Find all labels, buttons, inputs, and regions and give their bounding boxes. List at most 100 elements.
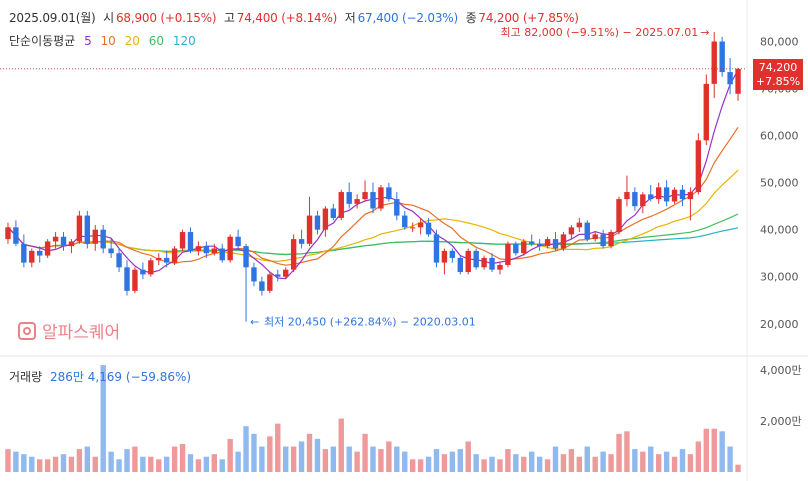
candle-body (171, 248, 178, 263)
volume-bar (497, 459, 503, 472)
candle-body (655, 187, 662, 200)
high-annotation: 최고 82,000 (−9.51%) − 2025.07.01 (501, 26, 699, 39)
price-tick-label: 50,000 (760, 177, 799, 190)
price-tick-label: 20,000 (760, 318, 799, 331)
volume-bar (449, 451, 456, 472)
candle-body (68, 241, 75, 247)
volume-bar (703, 428, 709, 472)
last-price-change: +7.85% (755, 75, 801, 88)
volume-bar (124, 449, 130, 472)
candle-body (608, 232, 614, 247)
volume-bar (148, 456, 154, 472)
candle-body (37, 250, 43, 256)
candle-body (465, 250, 471, 273)
volume-bar (568, 449, 575, 472)
volume-bar (171, 446, 178, 472)
candle-body (52, 236, 59, 242)
candle-body (219, 248, 225, 261)
volume-bar (354, 451, 360, 472)
candle-body (679, 189, 686, 200)
low-annotation: 최저 20,450 (+262.84%) − 2020.03.01 (264, 316, 476, 329)
candle-body (711, 41, 717, 84)
volume-bar (719, 431, 725, 472)
candle-body (211, 248, 217, 254)
candle-body (195, 246, 202, 251)
ma-legend[interactable]: 단순이동평균 5 10 20 60 120 (9, 32, 201, 49)
volume-bar (84, 446, 91, 472)
volume-bar (227, 438, 233, 472)
volume-bar (132, 446, 138, 472)
candle-body (306, 215, 313, 244)
volume-bar (203, 456, 210, 472)
volume-bar (600, 451, 606, 472)
volume-bar (29, 456, 35, 472)
candle-body (719, 41, 725, 73)
ohlc-header: 2025.09.01(월) 시 68,900 (+0.15%) 고 74,400 (… (9, 9, 583, 26)
candle-body (354, 199, 360, 204)
volume-bar (632, 449, 638, 472)
volume-bar (536, 456, 543, 472)
last-price: 74,200 (758, 61, 798, 74)
alphasquare-logo-icon (18, 321, 36, 340)
volume-bar (433, 449, 440, 472)
candle-body (203, 246, 210, 254)
low-arrow-icon: ← (250, 316, 259, 329)
volume-bar (544, 459, 551, 472)
volume-bar (68, 456, 75, 472)
candle-body (441, 250, 448, 263)
candle-body (235, 236, 241, 247)
volume-bar (235, 451, 241, 472)
candle-body (687, 192, 694, 200)
candle-body (330, 208, 337, 218)
candle-body (163, 257, 170, 263)
candle-body (60, 236, 67, 247)
candle-body (156, 257, 162, 261)
volume-bar (116, 459, 122, 472)
volume-bar (370, 446, 376, 472)
volume-bar (5, 449, 11, 472)
volume-bar (640, 451, 646, 472)
volume-bar (425, 456, 432, 472)
candle-body (227, 236, 233, 261)
volume-bar (243, 426, 249, 472)
volume-value: 286만 4,169 (−59.86%) (49, 370, 192, 384)
candle-body (116, 253, 122, 268)
candle-body (671, 189, 678, 202)
low-value: 67,400 (−2.03%) (357, 11, 459, 25)
candle-body (132, 269, 138, 291)
candle-body (497, 264, 503, 270)
volume-bar (735, 464, 741, 472)
volume-bar (489, 456, 495, 472)
candle-body (21, 243, 27, 263)
candle-body (481, 257, 487, 268)
candle-body (267, 274, 273, 291)
volume-bar (13, 451, 19, 472)
volume-bar (711, 428, 717, 472)
ma120-label: 120 (172, 34, 196, 48)
ma10-label: 10 (100, 34, 116, 48)
volume-bar (608, 454, 614, 472)
ma120-line (7, 226, 739, 256)
candle-body (298, 239, 305, 244)
volume-bar (179, 444, 186, 472)
volume-bar (330, 446, 337, 472)
candle-body (140, 269, 146, 275)
candle-body (187, 232, 194, 251)
volume-bar (298, 441, 305, 472)
volume-bar (648, 446, 654, 472)
candle-body (179, 232, 186, 249)
ma5-line (7, 69, 739, 280)
candle-body (521, 241, 527, 254)
volume-tick-label: 2,000만 (760, 415, 802, 428)
volume-bar (52, 456, 59, 472)
ma20-line (7, 169, 739, 263)
volume-bar (37, 459, 43, 472)
candle-body (283, 269, 289, 277)
candle-body (290, 239, 297, 270)
volume-bar (513, 454, 519, 472)
volume-bar (529, 451, 535, 472)
volume-bar (473, 454, 479, 472)
volume-bar (290, 446, 297, 472)
